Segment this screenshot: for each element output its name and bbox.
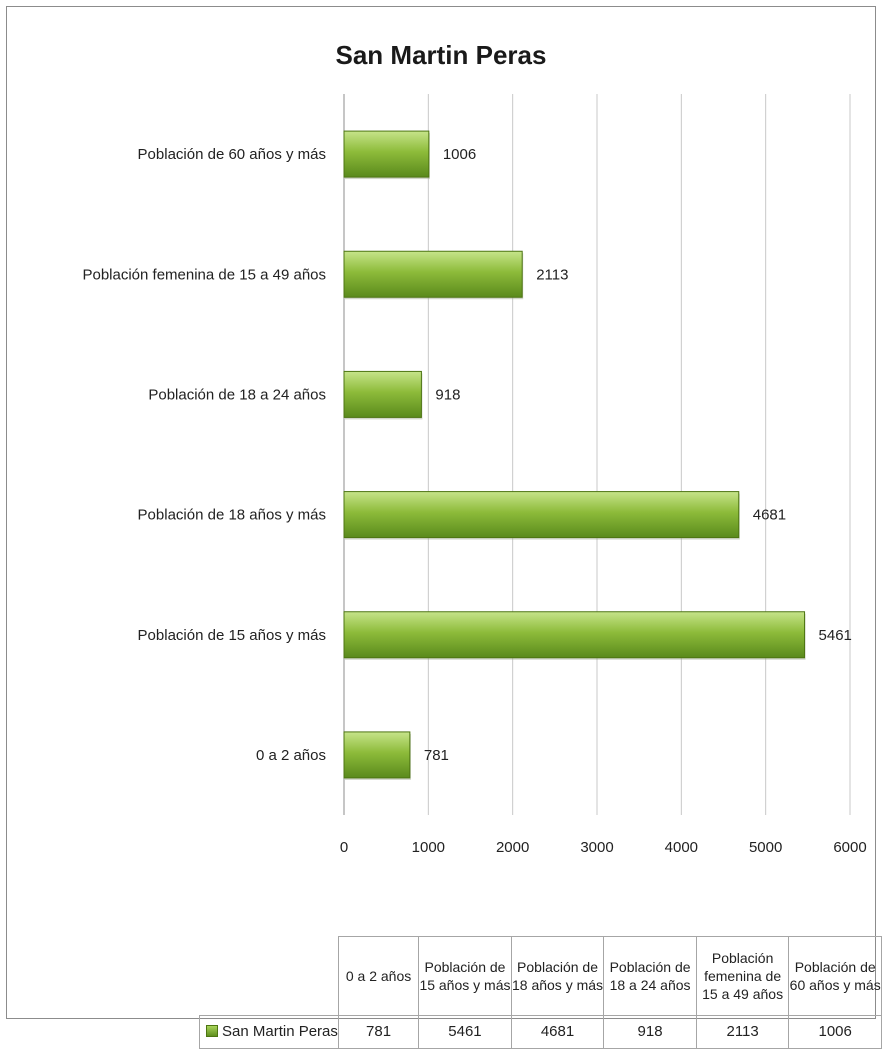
data-label: 5461 (819, 627, 852, 644)
x-tick-label: 6000 (833, 839, 866, 856)
data-table-cell: 781 (337, 1015, 420, 1049)
bar (343, 370, 422, 418)
data-table-header: 0 a 2 años (337, 936, 420, 1016)
category-label: Población de 18 años y más (138, 507, 326, 524)
x-tick-label: 2000 (496, 839, 529, 856)
category-label: Población de 18 a 24 años (148, 386, 326, 403)
data-table: 0 a 2 años Población de 15 años y más Po… (199, 936, 882, 1049)
data-table-header: Población femenina de 15 a 49 años (695, 936, 790, 1016)
data-table-cell: 2113 (695, 1015, 790, 1049)
x-tick-label: 5000 (749, 839, 782, 856)
x-tick-label: 3000 (580, 839, 613, 856)
data-table-cell: 5461 (418, 1015, 512, 1049)
data-table-header: Población de 18 años y más (510, 936, 605, 1016)
legend-key-icon (206, 1025, 218, 1037)
data-label: 2113 (536, 266, 568, 283)
data-label: 918 (435, 386, 460, 403)
bar (343, 130, 430, 178)
x-tick-label: 1000 (412, 839, 445, 856)
data-table-cell: 4681 (510, 1015, 605, 1049)
x-tick-label: 4000 (665, 839, 698, 856)
bar (343, 491, 740, 539)
data-table-header: Población de 15 años y más (418, 936, 512, 1016)
bar (343, 611, 806, 659)
data-label: 781 (424, 747, 449, 764)
category-label: Población femenina de 15 a 49 años (82, 266, 326, 283)
bar (343, 250, 523, 298)
data-table-row-label: San Martin Peras (199, 1015, 339, 1049)
data-table-header: Población de 60 años y más (788, 936, 882, 1016)
x-tick-label: 0 (340, 839, 348, 856)
category-label: 0 a 2 años (256, 747, 326, 764)
category-label: Población de 15 años y más (138, 627, 326, 644)
chart-title: San Martin Peras (335, 40, 547, 70)
data-label: 1006 (443, 146, 476, 163)
data-table-header: Población de 18 a 24 años (603, 936, 697, 1016)
data-table-cell: 1006 (788, 1015, 882, 1049)
bar (343, 731, 411, 779)
category-label: Población de 60 años y más (138, 146, 326, 163)
data-table-cell: 918 (603, 1015, 697, 1049)
data-label: 4681 (753, 507, 786, 524)
legend-series-name: San Martin Peras (222, 1023, 338, 1040)
bar-chart: 0 1000 2000 3000 4000 5000 6000 0 a 2 años 781 Po… (82, 94, 867, 856)
data-table-corner (199, 936, 339, 1016)
